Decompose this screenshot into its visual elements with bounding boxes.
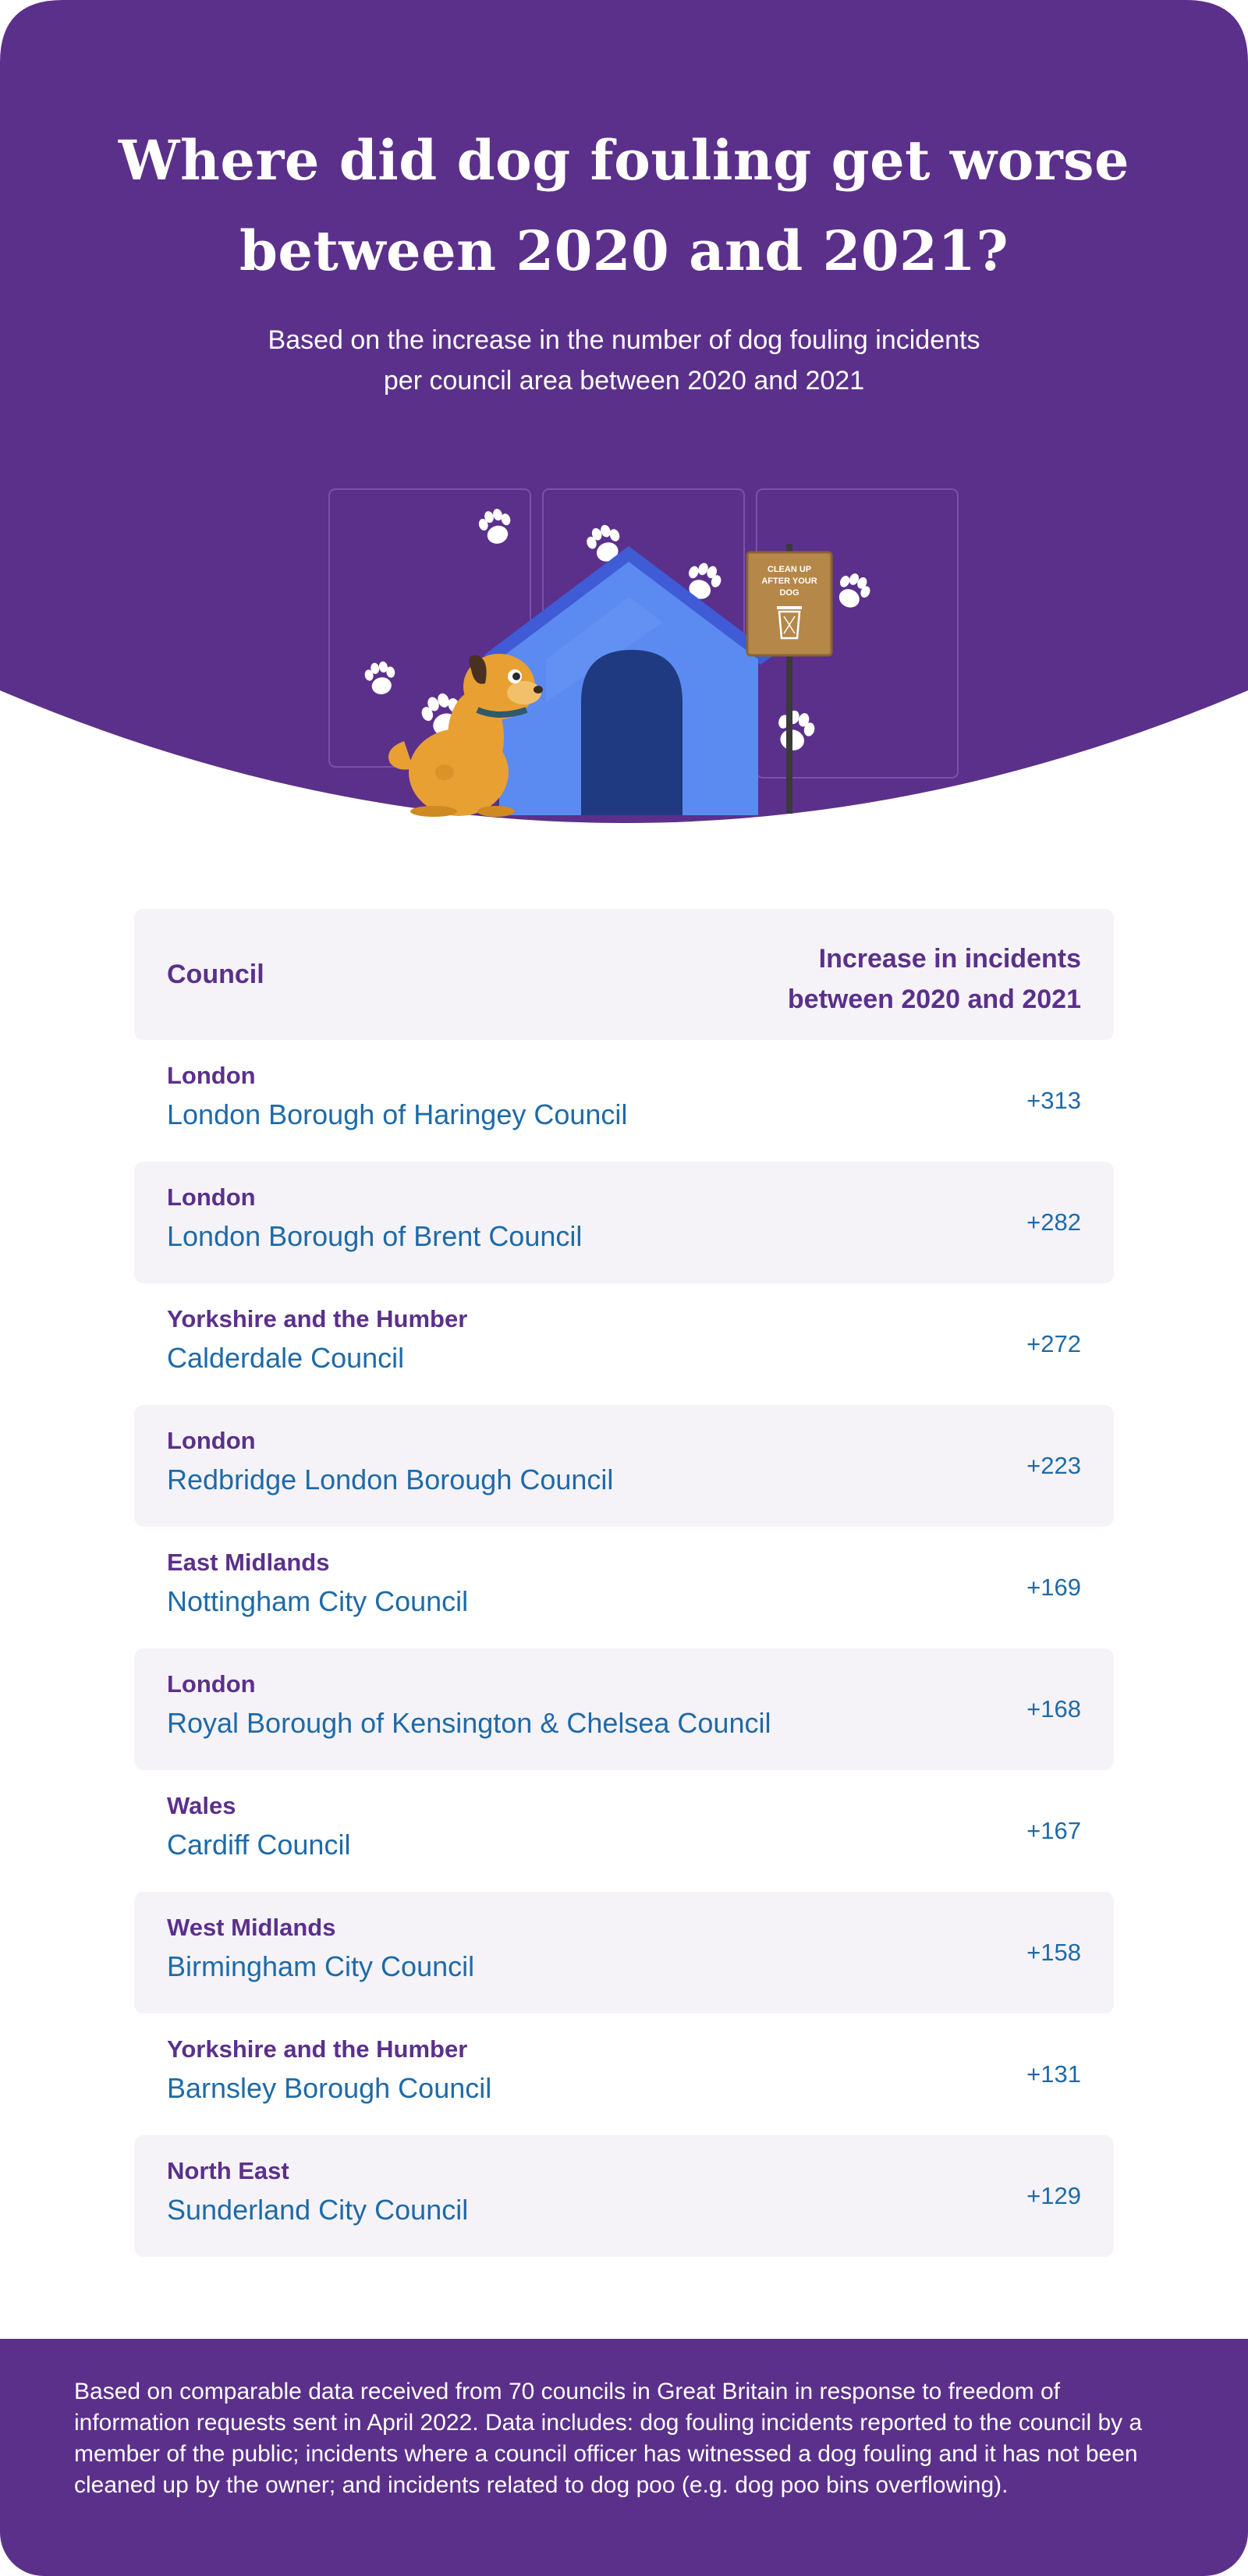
doghouse-icon xyxy=(484,546,774,815)
row-council: Nottingham City Council xyxy=(167,1585,469,1617)
row-council: Royal Borough of Kensington & Chelsea Co… xyxy=(167,1707,771,1739)
row-council: Barnsley Borough Council xyxy=(167,2072,492,2104)
row-value: +169 xyxy=(1026,1574,1081,1601)
page-subtitle: Based on the increase in the number of d… xyxy=(0,320,1248,401)
row-value: +168 xyxy=(1026,1695,1081,1723)
row-region: Yorkshire and the Humber xyxy=(167,1305,468,1332)
footer-note: Based on comparable data received from 7… xyxy=(0,2339,1248,2576)
table-row: London Redbridge London Borough Council … xyxy=(134,1405,1114,1527)
row-value: +272 xyxy=(1026,1330,1081,1357)
table-row: Yorkshire and the Humber Barnsley Boroug… xyxy=(134,2014,1114,2135)
hero-background xyxy=(0,0,1248,823)
sign-text-line1: CLEAN UP xyxy=(768,565,811,574)
sign-icon: CLEAN UP AFTER YOUR DOG xyxy=(746,544,833,814)
table-row: London Royal Borough of Kensington & Che… xyxy=(134,1648,1114,1770)
table-row: East Midlands Nottingham City Council +1… xyxy=(134,1527,1114,1648)
row-council: London Borough of Haringey Council xyxy=(167,1098,628,1130)
row-region: West Midlands xyxy=(167,1914,336,1941)
row-council: Birmingham City Council xyxy=(167,1950,475,1982)
row-council: Cardiff Council xyxy=(167,1829,351,1861)
bin-icon xyxy=(777,606,802,640)
table-row: London London Borough of Haringey Counci… xyxy=(134,1040,1114,1162)
row-value: +282 xyxy=(1026,1208,1081,1236)
row-value: +129 xyxy=(1026,2182,1081,2209)
row-council: Sunderland City Council xyxy=(167,2194,469,2226)
row-council: London Borough of Brent Council xyxy=(167,1220,583,1252)
row-council: Calderdale Council xyxy=(167,1342,405,1374)
table-row: West Midlands Birmingham City Council +1… xyxy=(134,1892,1114,2014)
table-row: North East Sunderland City Council +129 xyxy=(134,2135,1114,2257)
council-table: Council Increase in incidents between 20… xyxy=(134,909,1114,2257)
column-header-increase: Increase in incidents between 2020 and 2… xyxy=(788,939,1081,1020)
table-header: Council Increase in incidents between 20… xyxy=(134,909,1114,1040)
page-title-line1: Where did dog fouling get worse xyxy=(118,128,1130,193)
row-value: +158 xyxy=(1026,1939,1081,1966)
row-value: +223 xyxy=(1026,1452,1081,1479)
dog-house-illustration: CLEAN UP AFTER YOUR DOG xyxy=(328,488,959,817)
column-header-increase-line2: between 2020 and 2021 xyxy=(787,985,1081,1014)
row-value: +131 xyxy=(1026,2060,1081,2088)
hero-section: Where did dog fouling get worse between … xyxy=(0,0,1248,827)
footer-note-text: Based on comparable data received from 7… xyxy=(74,2379,1143,2498)
page-subtitle-line2: per council area between 2020 and 2021 xyxy=(383,366,865,396)
sign-text-line3: DOG xyxy=(779,588,799,598)
page-subtitle-line1: Based on the increase in the number of d… xyxy=(268,325,980,355)
row-region: North East xyxy=(167,2157,289,2184)
table-row: London London Borough of Brent Council +… xyxy=(134,1162,1114,1283)
row-value: +167 xyxy=(1026,1817,1081,1844)
row-region: Wales xyxy=(167,1792,236,1819)
page-title-line2: between 2020 and 2021? xyxy=(239,218,1009,283)
page-title: Where did dog fouling get worse between … xyxy=(0,115,1248,296)
row-region: East Midlands xyxy=(167,1549,330,1576)
row-region: London xyxy=(167,1183,256,1211)
row-region: London xyxy=(167,1062,256,1089)
row-region: London xyxy=(167,1427,256,1454)
column-header-council: Council xyxy=(167,960,264,989)
row-region: Yorkshire and the Humber xyxy=(167,2035,468,2063)
dog-icon xyxy=(388,654,543,817)
column-header-increase-line1: Increase in incidents xyxy=(818,944,1081,974)
row-region: London xyxy=(167,1670,256,1698)
table-row: Wales Cardiff Council +167 xyxy=(134,1770,1114,1892)
row-council: Redbridge London Borough Council xyxy=(167,1464,614,1496)
row-value: +313 xyxy=(1026,1087,1081,1114)
sign-text-line2: AFTER YOUR xyxy=(761,577,817,586)
table-row: Yorkshire and the Humber Calderdale Coun… xyxy=(134,1283,1114,1405)
